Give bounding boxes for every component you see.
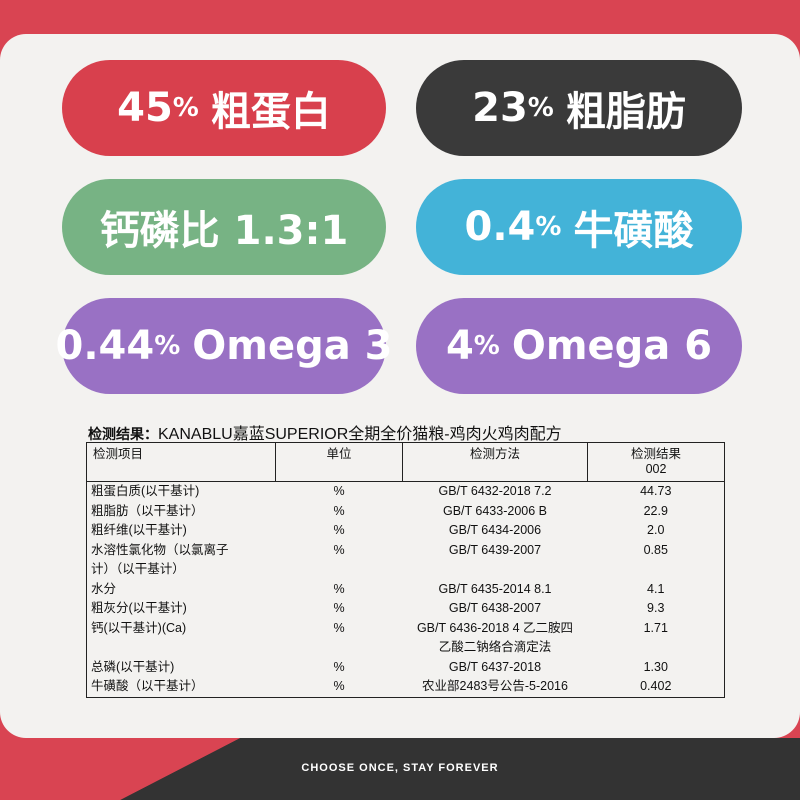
badge-omega6-percent: %	[473, 331, 500, 361]
table-row: 水溶性氯化物（以氯离子% GB/T 6439-2007 0.85	[86, 540, 725, 560]
cell-method: GB/T 6432-2018 7.2	[438, 484, 552, 498]
cell-method: GB/T 6435-2014 8.1	[438, 581, 552, 596]
header-result-sub: 002	[645, 462, 667, 476]
badge-omega3-label: Omega 3	[192, 323, 393, 369]
footer-dark-stripe	[120, 738, 800, 800]
cell-result	[587, 560, 725, 580]
badge-fat-value: 23	[472, 85, 528, 131]
table-row: 粗纤维(以干基计)% GB/T 6434-2006 2.0	[86, 521, 725, 541]
table-row: 粗脂肪（以干基计）% GB/T 6433-2006 B 22.9	[86, 501, 725, 521]
table-row: 乙酸二钠络合滴定法	[86, 638, 725, 658]
badge-ca-p-ratio: 钙磷比 1.3:1	[62, 179, 386, 275]
cell-unit: %	[333, 581, 345, 596]
cell-unit: %	[333, 542, 345, 557]
badge-taurine-value: 0.4	[464, 204, 536, 250]
table-row: 钙(以干基计)(Ca)% GB/T 6436-2018 4 乙二胺四 1.71	[86, 618, 725, 638]
table-row: 计）（以干基计）	[86, 560, 725, 580]
cell-method: GB/T 6433-2006 B	[442, 503, 547, 518]
cell-item: 总磷(以干基计)	[86, 657, 276, 677]
header-result-label: 检测结果	[630, 447, 681, 461]
table-title: 检测结果：KANABLU嘉蓝SUPERIOR全期全价猫粮-鸡肉火鸡肉配方	[88, 420, 562, 444]
cell-method: GB/T 6434-2006	[448, 523, 542, 537]
table-title-label: 检测结果：	[88, 426, 158, 442]
header-unit: 单位	[275, 442, 403, 482]
badge-omega3: 0.44% Omega 3	[56, 298, 392, 394]
cell-method: GB/T 6439-2007	[448, 542, 542, 557]
cell-result: 9.3	[587, 599, 725, 619]
cell-item: 粗蛋白质(以干基计)	[86, 481, 276, 502]
cell-unit: %	[275, 677, 403, 698]
table-row: 粗灰分(以干基计)% GB/T 6438-2007 9.3	[86, 599, 725, 619]
cell-item	[86, 638, 276, 658]
badge-omega6: 4% Omega 6	[416, 298, 742, 394]
cell-unit: %	[333, 523, 345, 537]
table-row: 粗蛋白质(以干基计)% GB/T 6432-2018 7.2 44.73	[86, 481, 725, 502]
cell-method: 农业部2483号公告-5-2016	[402, 677, 588, 698]
cell-unit: %	[333, 659, 345, 674]
badge-taurine-percent: %	[535, 212, 562, 242]
badge-fat: 23% 粗脂肪	[416, 60, 742, 156]
header-method: 检测方法	[402, 442, 588, 482]
badge-protein-value: 45	[117, 85, 173, 131]
cell-result: 1.71	[587, 618, 725, 638]
badge-protein: 45% 粗蛋白	[62, 60, 386, 156]
cell-item: 钙(以干基计)(Ca)	[86, 618, 276, 638]
cell-unit: %	[333, 620, 345, 635]
badge-omega6-value: 4	[445, 323, 474, 369]
table-header-row: 检测项目 单位 检测方法 检测结果 002	[86, 442, 725, 482]
cell-item: 牛磺酸（以干基计）	[86, 677, 276, 698]
badge-fat-percent: %	[527, 93, 554, 123]
cell-result	[587, 638, 725, 658]
cell-result: 0.402	[587, 677, 725, 698]
table-row: 水分% GB/T 6435-2014 8.1 4.1	[86, 579, 725, 599]
cell-method: GB/T 6438-2007	[448, 601, 542, 615]
cell-unit: %	[333, 484, 345, 498]
header-result: 检测结果 002	[587, 442, 725, 482]
cell-result: 4.1	[587, 579, 725, 599]
cell-result: 44.73	[587, 481, 725, 502]
cell-method: GB/T 6437-2018	[448, 659, 542, 674]
cell-method: GB/T 6436-2018 4 乙二胺四	[416, 620, 574, 635]
table-title-text: KANABLU嘉蓝SUPERIOR全期全价猫粮-鸡肉火鸡肉配方	[158, 426, 562, 443]
test-results-table: 检测项目 单位 检测方法 检测结果 002 粗蛋白质(以干基计)% GB/T 643…	[86, 442, 725, 698]
cell-method: 乙酸二钠络合滴定法	[438, 640, 552, 654]
cell-result: 0.85	[587, 540, 725, 560]
badge-taurine-label: 牛磺酸	[573, 208, 694, 254]
cell-item: 水溶性氯化物（以氯离子	[86, 540, 276, 560]
cell-item: 水分	[86, 579, 276, 599]
cell-item: 粗纤维(以干基计)	[86, 521, 276, 541]
cell-method	[403, 560, 588, 580]
badge-ca-p-ratio-label: 钙磷比 1.3:1	[99, 208, 349, 254]
cell-unit	[276, 560, 403, 580]
badge-protein-label: 粗蛋白	[210, 89, 331, 135]
table-row: 牛磺酸（以干基计）% 农业部2483号公告-5-2016 0.402	[86, 677, 725, 698]
cell-result: 1.30	[587, 657, 725, 677]
cell-unit: %	[333, 503, 345, 518]
badge-protein-percent: %	[172, 93, 199, 123]
table-row: 总磷(以干基计)% GB/T 6437-2018 1.30	[86, 657, 725, 677]
cell-unit	[276, 638, 403, 658]
cell-item: 粗脂肪（以干基计）	[86, 501, 276, 521]
badge-omega6-label: Omega 6	[511, 323, 713, 369]
cell-result: 22.9	[587, 501, 725, 521]
cell-unit: %	[333, 601, 345, 615]
cell-item: 粗灰分(以干基计)	[86, 599, 276, 619]
header-item: 检测项目	[86, 442, 276, 482]
badge-fat-label: 粗脂肪	[565, 89, 686, 135]
badge-omega3-percent: %	[154, 331, 181, 361]
badge-omega3-value: 0.44	[55, 323, 155, 369]
cell-result: 2.0	[587, 521, 725, 541]
badge-taurine: 0.4% 牛磺酸	[416, 179, 742, 275]
footer-slogan: CHOOSE ONCE, STAY FOREVER	[301, 762, 499, 774]
cell-item: 计）（以干基计）	[86, 560, 276, 580]
